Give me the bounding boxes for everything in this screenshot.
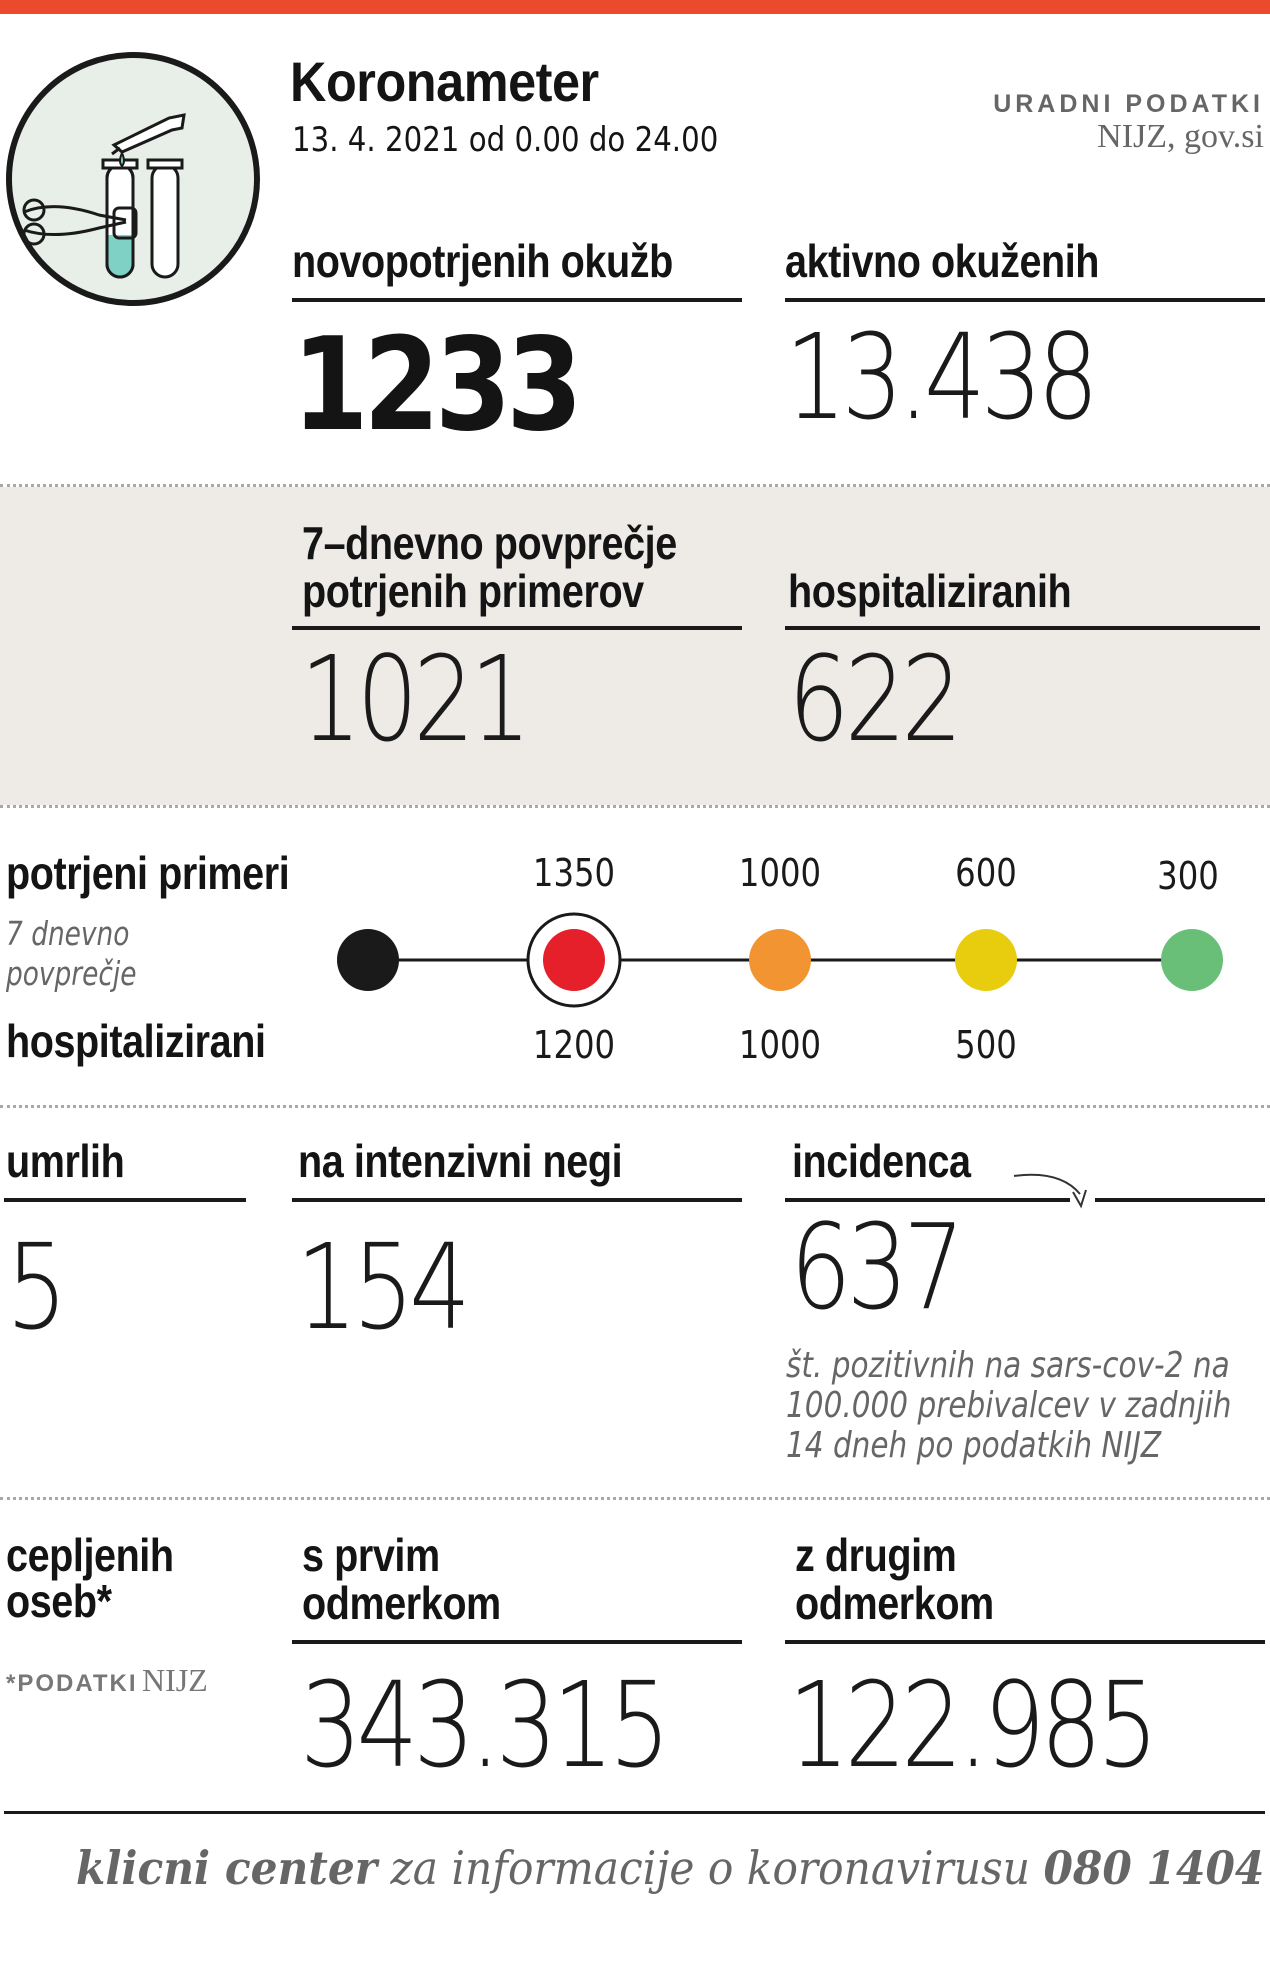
- incidence-note-2: 100.000 prebivalcev v zadnjih: [786, 1385, 1232, 1426]
- dotted-separator: [0, 1497, 1270, 1500]
- deaths-label: umrlih: [6, 1135, 125, 1187]
- vaccinated-label-2: oseb*: [6, 1575, 112, 1627]
- footnote-caps: *PODATKI: [6, 1670, 138, 1697]
- seven-day-average-note: 7 dnevno: [6, 914, 130, 953]
- second-dose-label: z drugim: [795, 1529, 957, 1581]
- top-accent-bar: [0, 0, 1270, 14]
- divider: [292, 626, 742, 630]
- scale-top-value: 600: [955, 851, 1017, 895]
- divider: [785, 1198, 1070, 1202]
- incidence-note: št. pozitivnih na sars-cov-2 na: [786, 1345, 1230, 1386]
- dotted-separator: [0, 484, 1270, 487]
- vaccinated-label: cepljenih: [6, 1529, 174, 1581]
- seven-day-average-value: 1021: [300, 630, 532, 768]
- deaths-value: 5: [6, 1218, 68, 1356]
- scale-top-value: 300: [1157, 854, 1219, 898]
- scale-dot-yellow: [955, 929, 1017, 991]
- first-dose-label: s prvim: [302, 1529, 440, 1581]
- seven-day-average-label-2: potrjenih primerov: [302, 565, 644, 617]
- seven-day-average-label: 7–dnevno povprečje: [302, 517, 677, 569]
- divider: [292, 1640, 742, 1644]
- incidence-label: incidenca: [792, 1135, 971, 1187]
- scale-top-value: 1350: [532, 851, 616, 895]
- scale-bottom-value: 500: [955, 1023, 1017, 1067]
- scale-dot-green: [1161, 929, 1223, 991]
- icu-value: 154: [296, 1218, 471, 1356]
- new-infections-label: novopotrjenih okužb: [292, 235, 673, 287]
- scale-dot-black: [337, 929, 399, 991]
- divider: [785, 1640, 1265, 1644]
- active-infected-label: aktivno okuženih: [785, 235, 1100, 287]
- active-infected-value: 13.438: [785, 308, 1099, 446]
- second-dose-value: 122.985: [788, 1656, 1159, 1794]
- divider: [4, 1198, 246, 1202]
- hospitalized-label: hospitaliziranih: [788, 565, 1072, 617]
- call-center-footer: klicni center za informacije o koronavir…: [76, 1842, 1264, 1894]
- vaccination-footnote: *PODATKI NIJZ: [6, 1662, 208, 1699]
- dotted-separator: [0, 805, 1270, 808]
- scale-bottom-value: 1000: [738, 1023, 822, 1067]
- incidence-value: 637: [790, 1198, 965, 1336]
- footnote-source: NIJZ: [142, 1662, 208, 1698]
- divider: [292, 298, 742, 302]
- confirmed-cases-label: potrjeni primeri: [6, 847, 290, 899]
- page-title: Koronameter: [290, 50, 599, 113]
- alert-scale: [330, 905, 1230, 1015]
- curved-arrow-icon: [1010, 1166, 1090, 1226]
- divider: [292, 1198, 742, 1202]
- divider: [785, 626, 1260, 630]
- source-label: URADNI PODATKI: [993, 90, 1264, 118]
- first-dose-label-2: odmerkom: [302, 1577, 501, 1629]
- dotted-separator: [0, 1105, 1270, 1108]
- source-name: NIJZ, gov.si: [1097, 118, 1264, 155]
- seven-day-average-note-2: povprečje: [6, 954, 137, 993]
- scale-top-value: 1000: [738, 851, 822, 895]
- divider: [785, 298, 1265, 302]
- incidence-note-3: 14 dneh po podatkih NIJZ: [786, 1425, 1162, 1466]
- new-infections-value: 1233: [292, 311, 583, 460]
- call-center-text: za informacije o koronavirusu: [377, 1841, 1044, 1895]
- scale-bottom-value: 1200: [532, 1023, 616, 1067]
- date-range: 13. 4. 2021 od 0.00 do 24.00: [292, 120, 719, 160]
- icu-label: na intenzivni negi: [298, 1135, 623, 1187]
- scale-dot-orange: [749, 929, 811, 991]
- averages-panel: [0, 487, 1270, 805]
- divider: [1095, 1198, 1265, 1202]
- hospitalized-scale-label: hospitalizirani: [6, 1015, 266, 1067]
- call-center-phone: 080 1404: [1043, 1841, 1265, 1895]
- scale-dot-red: [543, 929, 605, 991]
- call-center-title: klicni center: [76, 1841, 378, 1895]
- second-dose-label-2: odmerkom: [795, 1577, 994, 1629]
- test-tubes-icon: [4, 50, 262, 308]
- hospitalized-value: 622: [788, 630, 963, 768]
- footer-divider: [4, 1811, 1265, 1814]
- first-dose-value: 343.315: [300, 1656, 671, 1794]
